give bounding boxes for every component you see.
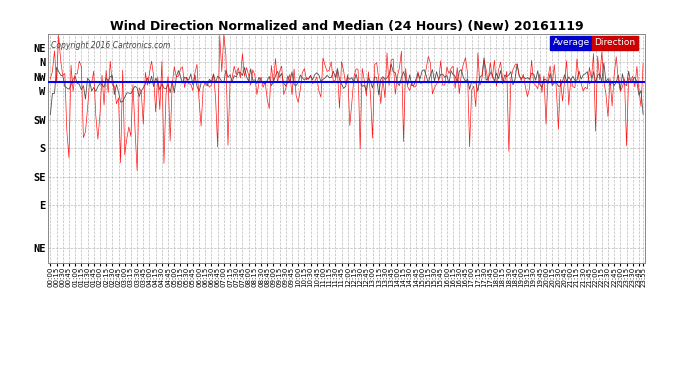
Title: Wind Direction Normalized and Median (24 Hours) (New) 20161119: Wind Direction Normalized and Median (24…: [110, 20, 584, 33]
Text: Direction: Direction: [594, 38, 635, 47]
Text: Average: Average: [553, 38, 590, 47]
Text: Copyright 2016 Cartronics.com: Copyright 2016 Cartronics.com: [51, 40, 170, 50]
